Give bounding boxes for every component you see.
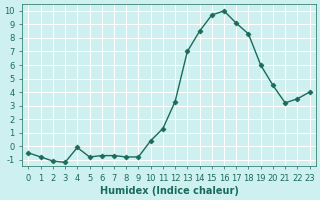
X-axis label: Humidex (Indice chaleur): Humidex (Indice chaleur): [100, 186, 238, 196]
